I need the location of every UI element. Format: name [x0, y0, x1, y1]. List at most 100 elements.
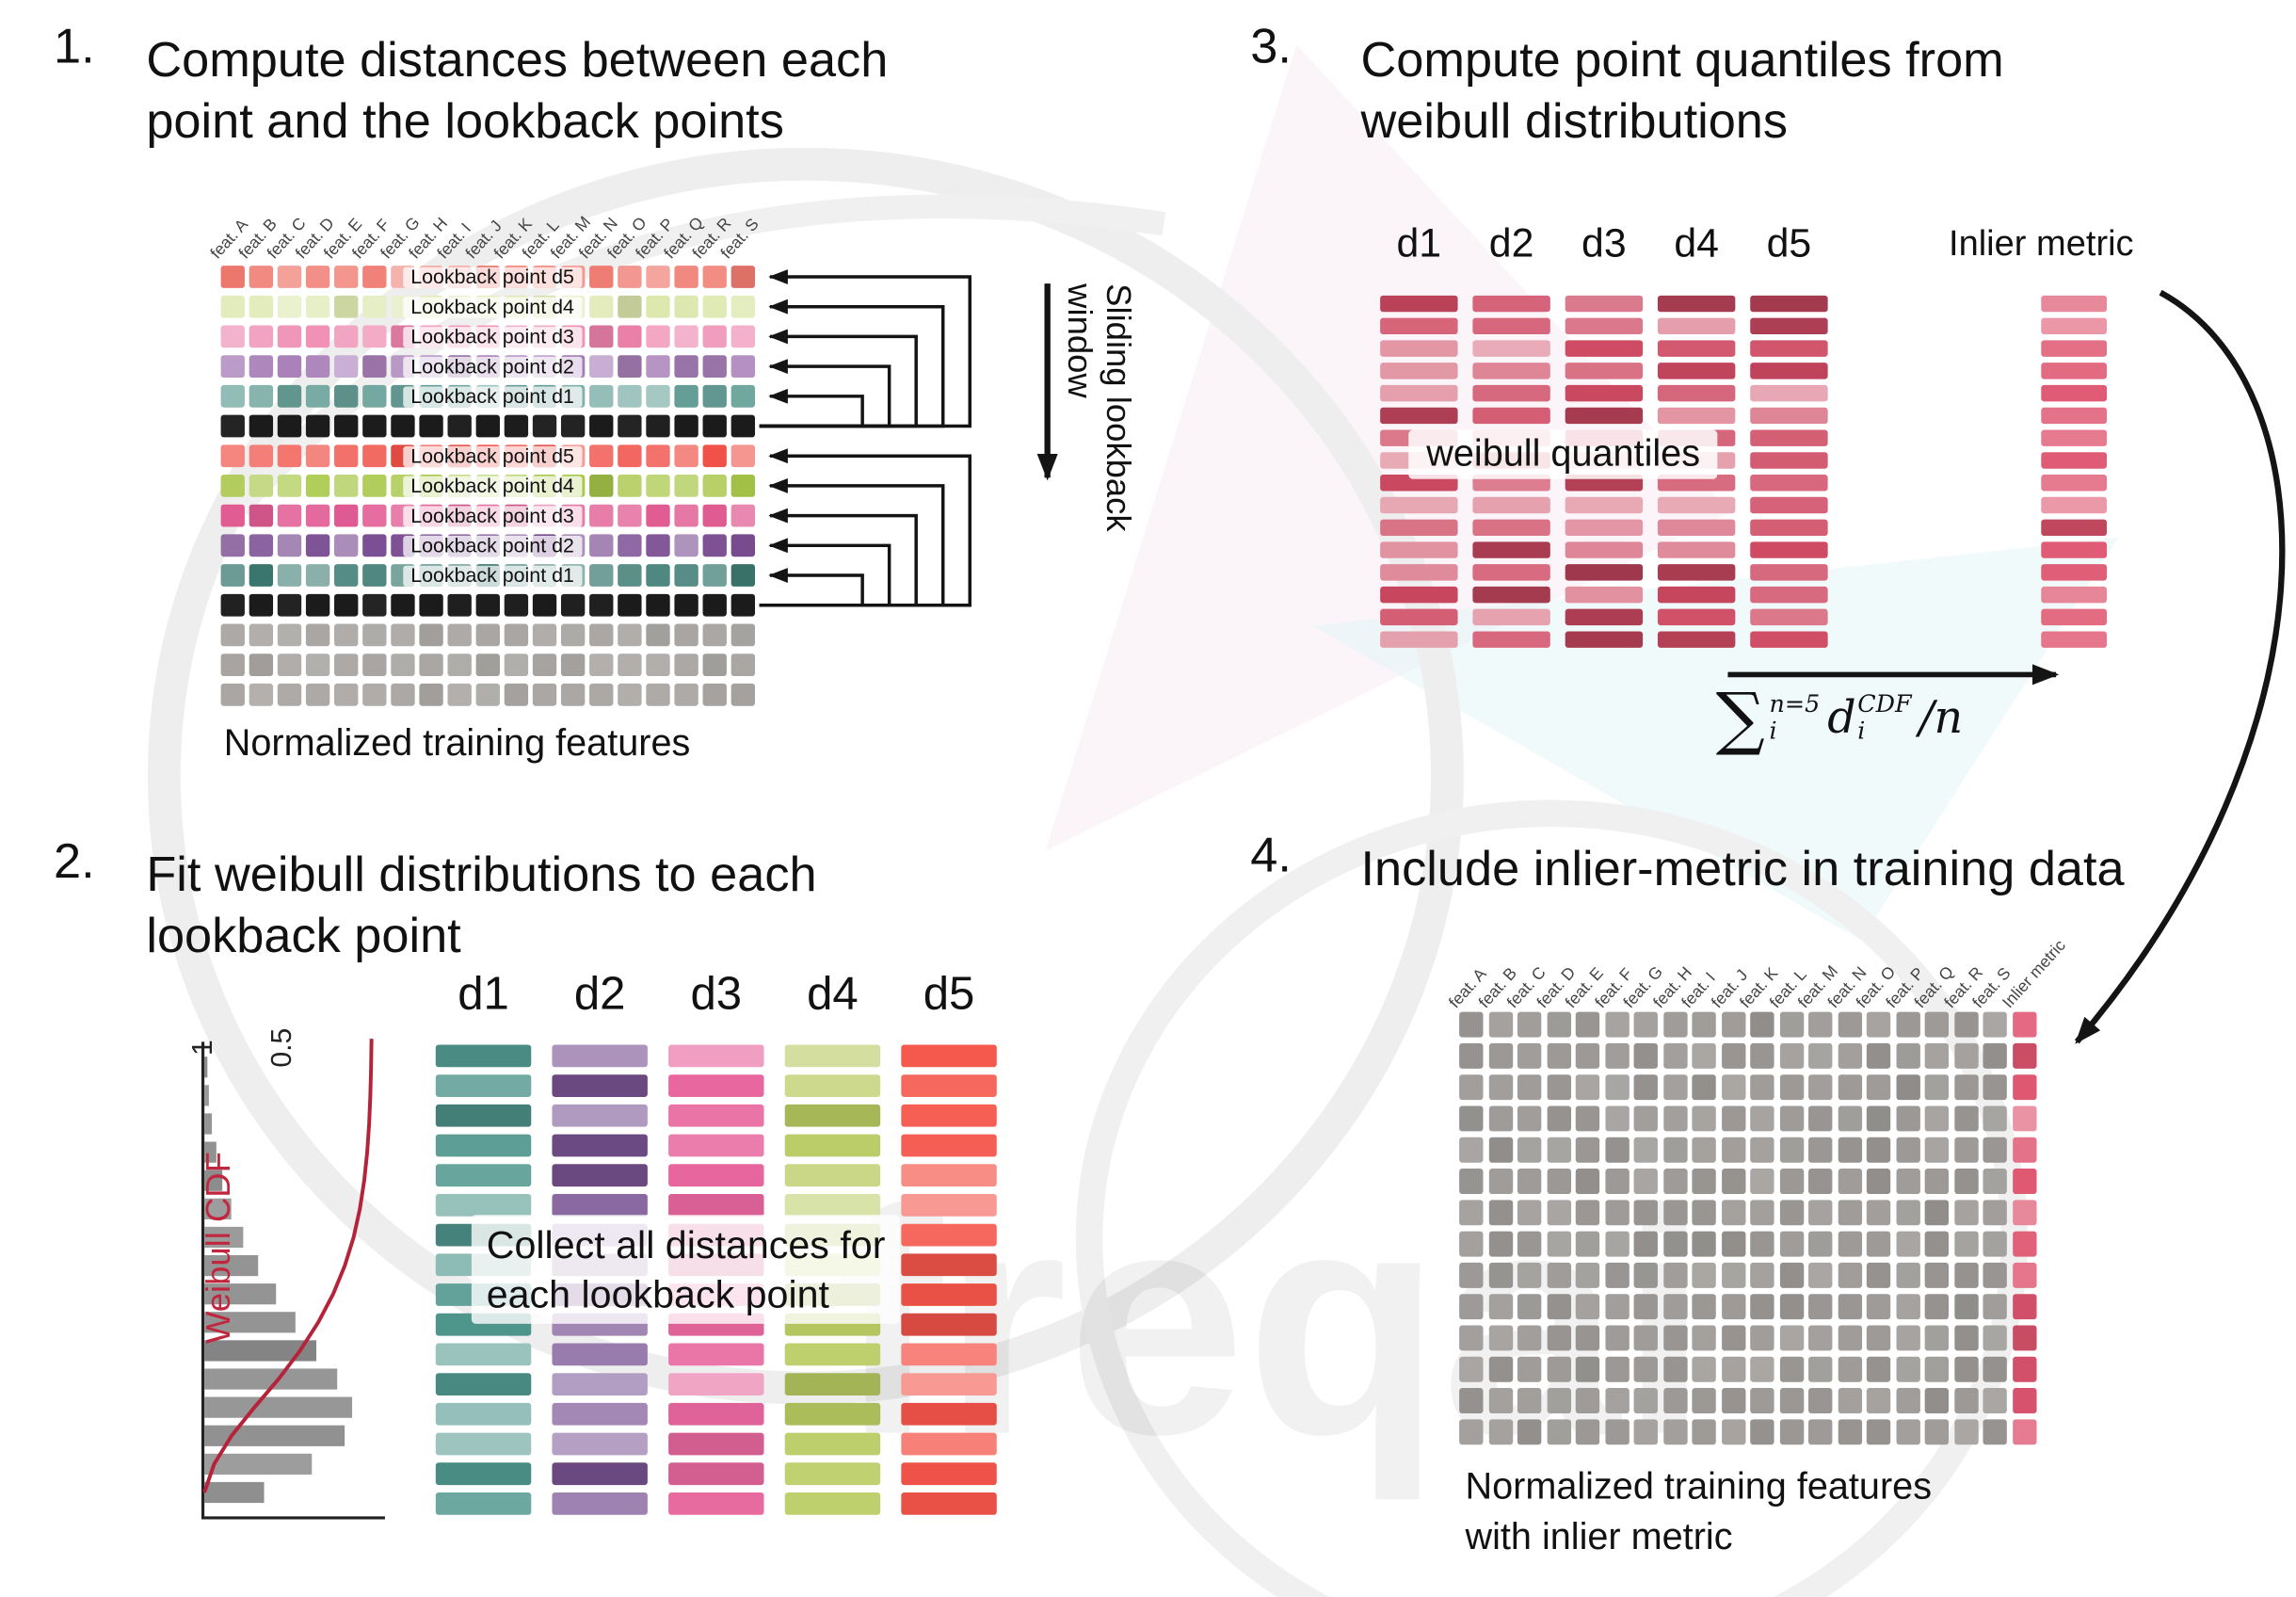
distance-bar	[552, 1373, 648, 1395]
feature-cell	[305, 564, 330, 587]
quantile-bar	[1380, 384, 1458, 402]
feature-cell	[1866, 1388, 1891, 1413]
feature-cell	[1488, 1419, 1513, 1445]
feature-cell	[419, 683, 443, 706]
feature-cell	[391, 623, 415, 647]
distance-bar	[668, 1194, 764, 1217]
distance-bar	[552, 1164, 648, 1187]
feature-cell	[1779, 1262, 1804, 1288]
feature-cell	[560, 653, 586, 677]
inlier-cell	[2012, 1200, 2036, 1226]
feature-cell	[1459, 1074, 1484, 1101]
feature-cell	[618, 534, 642, 557]
feature-cell	[674, 564, 698, 587]
current-point-cell	[560, 593, 586, 617]
feature-cell	[1866, 1137, 1891, 1163]
feature-cell	[1779, 1231, 1804, 1257]
distance-bar	[901, 1164, 997, 1187]
inlier-cell	[2012, 1294, 2036, 1320]
quantile-bar	[1657, 519, 1736, 537]
lookback-bracket-arrow	[759, 388, 864, 428]
feature-cell	[1895, 1011, 1920, 1038]
feature-cell	[674, 295, 698, 318]
feature-cell	[1692, 1105, 1716, 1132]
feature-cell	[1866, 1011, 1891, 1038]
feature-cell	[1546, 1356, 1571, 1382]
quantile-bar	[1380, 631, 1458, 648]
inlier-bar	[2041, 340, 2108, 357]
feature-cell	[1517, 1294, 1542, 1320]
feature-cell	[1604, 1294, 1630, 1320]
feature-cell	[1692, 1074, 1716, 1101]
feature-cell	[1575, 1042, 1600, 1069]
feature-cell	[362, 534, 387, 557]
feature-cell	[674, 534, 698, 557]
feature-cell	[1983, 1074, 2007, 1101]
distance-bar	[552, 1492, 648, 1515]
feature-cell	[1750, 1105, 1774, 1132]
feature-cell	[1924, 1074, 1950, 1101]
lookback-row-label: Lookback point d3	[403, 505, 582, 526]
quantile-bar	[1750, 608, 1828, 626]
feature-cell	[249, 534, 274, 557]
quantile-bar	[1750, 475, 1828, 492]
feature-cell	[618, 564, 642, 587]
feature-cell	[1692, 1419, 1716, 1445]
feature-cell	[731, 504, 756, 527]
lookback-bracket-arrow	[759, 538, 891, 607]
feature-cell	[1488, 1074, 1513, 1101]
feature-cell	[1604, 1388, 1630, 1413]
feature-cell	[334, 504, 359, 527]
feature-cell	[362, 504, 387, 527]
inlier-bar	[2041, 407, 2108, 425]
distance-bar	[435, 1164, 532, 1187]
feature-cell	[1662, 1356, 1687, 1382]
feature-cell	[1546, 1231, 1571, 1257]
feature-cell	[618, 295, 642, 318]
inlier-metric-formula: ∑ n=5 i d CDF i/n	[1716, 684, 1963, 752]
feature-cell	[702, 475, 727, 497]
feature-cell	[1808, 1419, 1833, 1445]
feature-cell	[1953, 1011, 1978, 1038]
feature-cell	[1721, 1231, 1745, 1257]
current-point-cell	[391, 593, 415, 617]
distance-bar	[901, 1343, 997, 1366]
quantile-bar	[1472, 384, 1550, 402]
feature-cell	[362, 444, 387, 468]
histogram-bar	[204, 1453, 313, 1475]
feature-cell	[305, 534, 330, 557]
feature-cell	[1895, 1105, 1920, 1132]
feature-cell	[362, 325, 387, 348]
feature-cell	[1633, 1419, 1658, 1445]
feature-cell	[504, 683, 529, 706]
quantile-bar	[1472, 564, 1550, 581]
lookback-row-label: Lookback point d4	[403, 475, 582, 497]
feature-cell	[1808, 1294, 1833, 1320]
feature-cell	[277, 266, 302, 288]
feature-cell	[1866, 1200, 1891, 1226]
feature-cell	[618, 504, 642, 527]
feature-cell	[1808, 1074, 1833, 1101]
step1-number: 1.	[54, 18, 95, 73]
feature-cell	[1837, 1231, 1862, 1257]
feature-cell	[1459, 1231, 1484, 1257]
step4-title: Include inlier-metric in training data	[1360, 840, 2125, 895]
histogram-bar	[204, 1396, 353, 1418]
summation-symbol: ∑	[1715, 677, 1765, 759]
feature-cell	[1721, 1105, 1745, 1132]
inlier-cell	[2012, 1137, 2036, 1163]
feature-cell	[220, 623, 245, 647]
distance-bar	[668, 1134, 764, 1157]
distance-bar	[901, 1402, 997, 1426]
feature-cell	[1779, 1388, 1804, 1413]
feature-cell	[1721, 1042, 1745, 1069]
feature-cell	[220, 683, 245, 706]
step2-number: 2.	[54, 832, 95, 889]
feature-cell	[618, 266, 642, 288]
feature-cell	[334, 564, 359, 587]
feature-cell	[1604, 1231, 1630, 1257]
lookback-row-label: Lookback point d3	[403, 326, 582, 347]
quantile-bar	[1750, 295, 1828, 313]
formula-variable: d	[1827, 691, 1856, 745]
feature-cell	[305, 444, 330, 468]
